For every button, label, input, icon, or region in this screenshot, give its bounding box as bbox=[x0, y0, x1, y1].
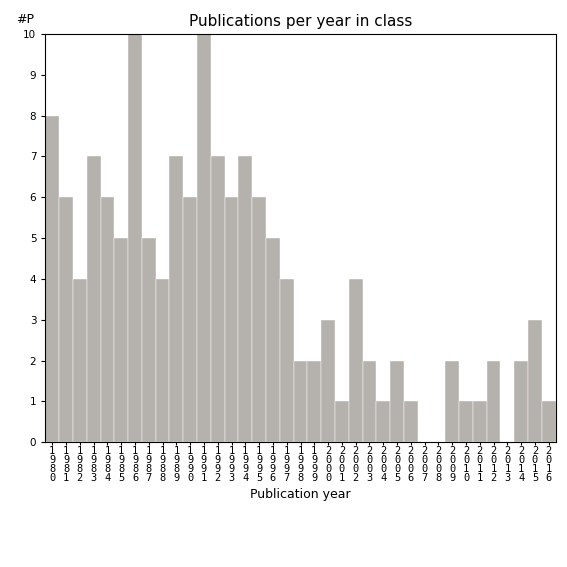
Bar bbox=[115, 238, 128, 442]
Bar bbox=[390, 361, 404, 442]
Bar bbox=[307, 361, 321, 442]
Bar bbox=[459, 401, 473, 442]
Title: Publications per year in class: Publications per year in class bbox=[189, 14, 412, 29]
Bar bbox=[211, 156, 225, 442]
Bar bbox=[266, 238, 280, 442]
Bar bbox=[445, 361, 459, 442]
X-axis label: Publication year: Publication year bbox=[250, 488, 351, 501]
Bar bbox=[514, 361, 528, 442]
Bar bbox=[128, 34, 142, 442]
Bar bbox=[45, 116, 59, 442]
Bar bbox=[170, 156, 183, 442]
Bar bbox=[542, 401, 556, 442]
Bar bbox=[73, 279, 87, 442]
Bar bbox=[87, 156, 100, 442]
Bar bbox=[376, 401, 390, 442]
Bar bbox=[225, 197, 239, 442]
Bar bbox=[486, 361, 501, 442]
Bar bbox=[528, 320, 542, 442]
Bar bbox=[100, 197, 115, 442]
Bar bbox=[280, 279, 294, 442]
Bar bbox=[156, 279, 170, 442]
Bar bbox=[404, 401, 418, 442]
Bar bbox=[335, 401, 349, 442]
Bar bbox=[294, 361, 307, 442]
Bar bbox=[349, 279, 362, 442]
Bar bbox=[252, 197, 266, 442]
Bar bbox=[473, 401, 486, 442]
Bar bbox=[183, 197, 197, 442]
Y-axis label: #P: #P bbox=[16, 13, 34, 26]
Bar bbox=[362, 361, 376, 442]
Bar bbox=[142, 238, 156, 442]
Bar bbox=[59, 197, 73, 442]
Bar bbox=[321, 320, 335, 442]
Bar bbox=[239, 156, 252, 442]
Bar bbox=[197, 34, 211, 442]
